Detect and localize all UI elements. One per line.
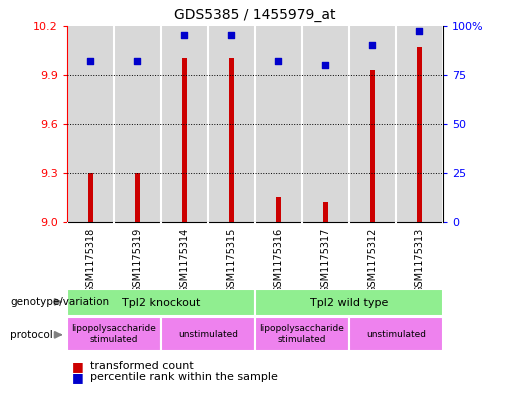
Bar bbox=[182, 58, 187, 222]
Text: GSM1175312: GSM1175312 bbox=[367, 228, 377, 293]
Bar bbox=[229, 58, 234, 222]
Text: GSM1175313: GSM1175313 bbox=[415, 228, 424, 293]
Bar bbox=[67, 289, 255, 316]
Text: GSM1175317: GSM1175317 bbox=[320, 228, 331, 293]
Bar bbox=[349, 317, 443, 351]
Point bbox=[321, 62, 330, 68]
Bar bbox=[161, 317, 255, 351]
Text: protocol: protocol bbox=[10, 330, 53, 340]
Text: GSM1175318: GSM1175318 bbox=[85, 228, 95, 293]
Point bbox=[180, 32, 188, 39]
Point bbox=[87, 58, 95, 64]
Text: ■: ■ bbox=[72, 360, 84, 373]
Text: lipopolysaccharide
stimulated: lipopolysaccharide stimulated bbox=[260, 324, 345, 344]
Point bbox=[415, 28, 423, 35]
Bar bbox=[322, 202, 328, 222]
Text: GSM1175314: GSM1175314 bbox=[179, 228, 190, 293]
Bar bbox=[370, 70, 375, 222]
Point bbox=[133, 58, 142, 64]
Bar bbox=[255, 317, 349, 351]
Bar bbox=[276, 198, 281, 222]
Bar bbox=[417, 47, 422, 222]
Point bbox=[274, 58, 283, 64]
Text: transformed count: transformed count bbox=[90, 361, 194, 371]
Bar bbox=[134, 173, 140, 222]
Text: GSM1175315: GSM1175315 bbox=[227, 228, 236, 293]
Bar bbox=[67, 317, 161, 351]
Bar bbox=[255, 289, 443, 316]
Text: GSM1175316: GSM1175316 bbox=[273, 228, 283, 293]
Title: GDS5385 / 1455979_at: GDS5385 / 1455979_at bbox=[174, 8, 336, 22]
Text: GSM1175319: GSM1175319 bbox=[132, 228, 143, 293]
Bar bbox=[88, 173, 93, 222]
Point bbox=[368, 42, 376, 48]
Point bbox=[227, 32, 235, 39]
Text: unstimulated: unstimulated bbox=[178, 330, 238, 338]
Text: percentile rank within the sample: percentile rank within the sample bbox=[90, 372, 278, 382]
Text: unstimulated: unstimulated bbox=[366, 330, 426, 338]
Text: Tpl2 knockout: Tpl2 knockout bbox=[122, 298, 200, 308]
Text: Tpl2 wild type: Tpl2 wild type bbox=[310, 298, 388, 308]
Text: genotype/variation: genotype/variation bbox=[10, 297, 109, 307]
Text: lipopolysaccharide
stimulated: lipopolysaccharide stimulated bbox=[72, 324, 157, 344]
Text: ■: ■ bbox=[72, 371, 84, 384]
